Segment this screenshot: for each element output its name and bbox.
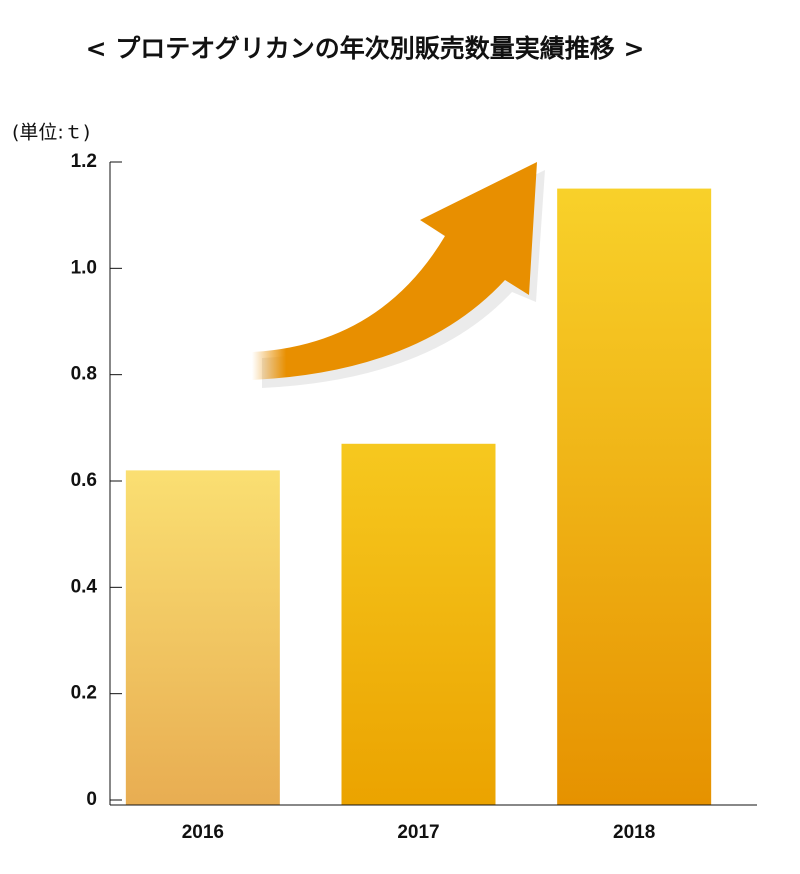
- y-tick-label: 0: [86, 789, 97, 810]
- x-tick-label: 2017: [397, 822, 439, 843]
- y-tick-label: 0.4: [71, 576, 98, 597]
- bar: [557, 188, 712, 806]
- y-tick-label: 1.0: [71, 257, 97, 278]
- growth-arrow: [252, 162, 537, 380]
- y-tick-label: 0.8: [71, 364, 97, 385]
- y-tick-label: 0.6: [71, 470, 97, 491]
- bar: [125, 470, 280, 805]
- chart-title: < プロテオグリカンの年次別販売数量実績推移 >: [86, 34, 645, 63]
- x-tick-label: 2018: [613, 822, 655, 843]
- bar: [341, 443, 496, 805]
- y-tick-label: 0.2: [71, 683, 97, 704]
- y-axis-label: (単位:ｔ): [12, 122, 90, 144]
- x-tick-label: 2016: [182, 822, 224, 843]
- y-tick-label: 1.2: [71, 151, 97, 172]
